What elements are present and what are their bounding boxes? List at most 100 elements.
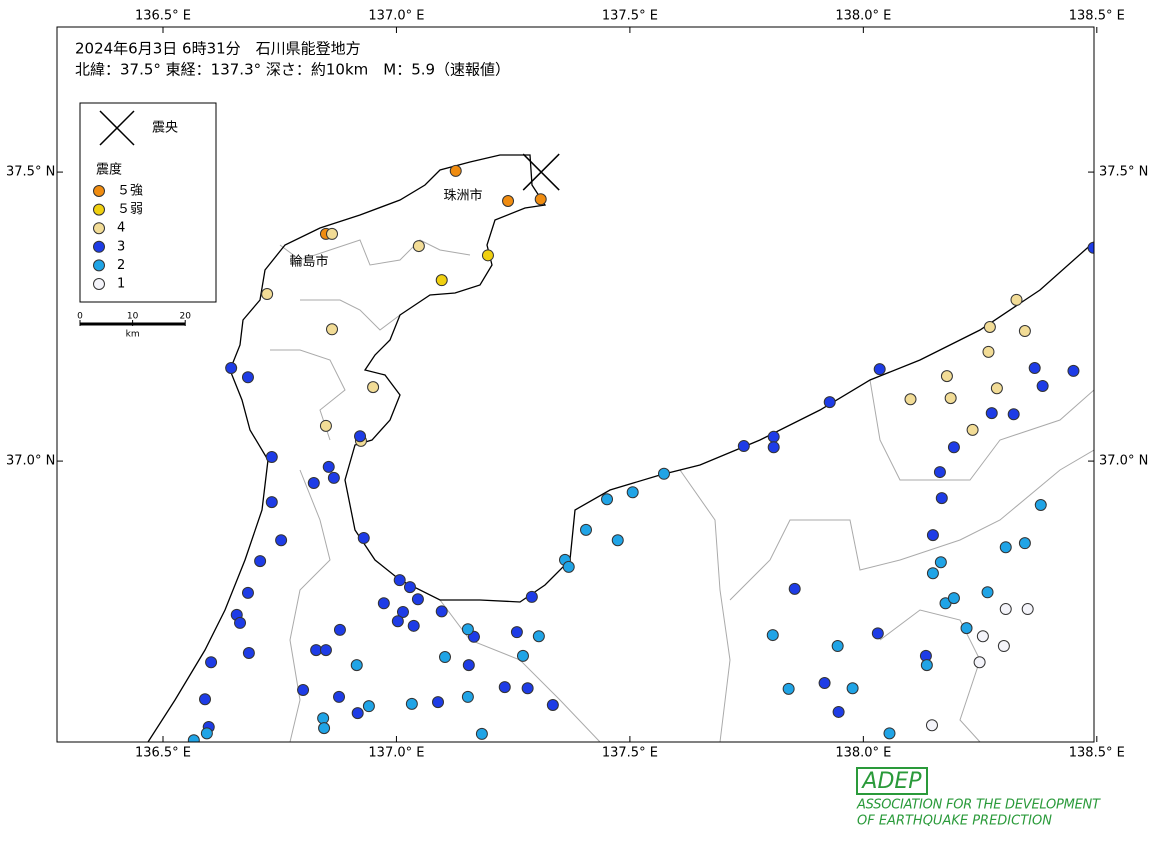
logo-line1: ASSOCIATION FOR THE DEVELOPMENT	[856, 798, 1101, 813]
header-line2: 北緯：37.5° 東経：137.3° 深さ：約10km M：5.9（速報値）	[75, 61, 510, 79]
station	[261, 288, 274, 301]
station	[873, 363, 886, 376]
station	[498, 681, 511, 694]
station	[377, 597, 390, 610]
lon-tick-label: 137.5° E	[602, 9, 658, 24]
station	[525, 590, 538, 603]
station	[431, 696, 444, 709]
station	[947, 441, 960, 454]
station	[405, 697, 418, 710]
lat-tick-label: 37.0° N	[1099, 454, 1148, 469]
station	[966, 423, 979, 436]
legend-box	[79, 102, 217, 303]
lat-tick-label: 37.0° N	[6, 454, 55, 469]
station	[265, 451, 278, 464]
scale-bar: 0 10 20 km	[77, 312, 191, 340]
station	[1028, 362, 1041, 375]
lon-tick-label: 138.5° E	[1069, 9, 1125, 24]
station	[823, 396, 836, 409]
station	[999, 603, 1012, 616]
station	[788, 582, 801, 595]
legend-swatch	[93, 259, 105, 272]
station	[241, 586, 254, 599]
station	[960, 622, 973, 635]
station	[982, 345, 995, 358]
station	[767, 441, 780, 454]
station	[319, 644, 332, 657]
station	[333, 690, 346, 703]
station	[297, 683, 310, 696]
station	[737, 440, 750, 453]
lon-tick-label: 136.5° E	[135, 9, 191, 24]
station	[626, 486, 639, 499]
legend-title: 震度	[96, 162, 122, 178]
station	[407, 619, 420, 632]
lat-tick-label: 37.5° N	[6, 165, 55, 180]
station	[990, 382, 1003, 395]
city-label: 珠洲市	[443, 188, 482, 204]
station	[254, 555, 267, 568]
epicenter	[522, 153, 560, 191]
station	[475, 727, 488, 740]
station	[200, 727, 213, 740]
station	[940, 370, 953, 383]
station	[265, 496, 278, 509]
station	[435, 274, 448, 287]
legend-label: 2	[117, 258, 125, 273]
legend-swatch	[93, 240, 105, 253]
station	[871, 627, 884, 640]
scale-tick-label: 20	[179, 312, 191, 322]
station	[926, 567, 939, 580]
station	[333, 623, 346, 636]
station	[351, 707, 364, 720]
admin-boundary	[300, 299, 401, 331]
station	[831, 640, 844, 653]
lon-tick-label: 137.5° E	[602, 746, 658, 761]
station	[205, 656, 218, 669]
station	[1007, 408, 1020, 421]
city-label: 輪島市	[289, 254, 328, 270]
station	[532, 630, 545, 643]
lon-tick-label: 137.0° E	[368, 746, 424, 761]
station	[1036, 379, 1049, 392]
legend-swatch	[93, 278, 105, 290]
station	[611, 534, 624, 547]
station	[435, 605, 448, 618]
station	[832, 705, 845, 718]
admin-boundary	[270, 349, 346, 441]
station	[403, 581, 416, 594]
legend-swatch	[93, 222, 105, 235]
station	[981, 586, 994, 599]
legend-epicenter-icon	[99, 110, 135, 146]
station	[601, 493, 614, 506]
station	[357, 531, 370, 544]
station	[1021, 603, 1034, 616]
station	[846, 682, 859, 695]
station	[449, 164, 462, 177]
station	[920, 659, 933, 672]
legend-label: ５弱	[117, 202, 143, 217]
station	[999, 541, 1012, 554]
station	[319, 419, 332, 432]
legend-label: 4	[117, 221, 125, 236]
station	[944, 392, 957, 405]
station	[1034, 499, 1047, 512]
station	[242, 646, 255, 659]
station	[1010, 293, 1023, 306]
station	[657, 467, 670, 480]
logo-line2: OF EARTHQUAKE PREDICTION	[857, 814, 1052, 829]
station	[354, 430, 367, 443]
station	[782, 682, 795, 695]
legend-swatch	[93, 185, 105, 197]
station	[275, 534, 288, 547]
station	[326, 227, 339, 240]
station	[318, 722, 331, 735]
lon-tick-label: 136.5° E	[135, 746, 191, 761]
logo-mark: ADEP	[860, 769, 922, 794]
station	[362, 700, 375, 713]
station	[350, 659, 363, 672]
station	[317, 712, 330, 725]
station	[461, 623, 474, 636]
legend-label: 1	[117, 277, 125, 292]
legend-label: ５強	[117, 184, 143, 199]
